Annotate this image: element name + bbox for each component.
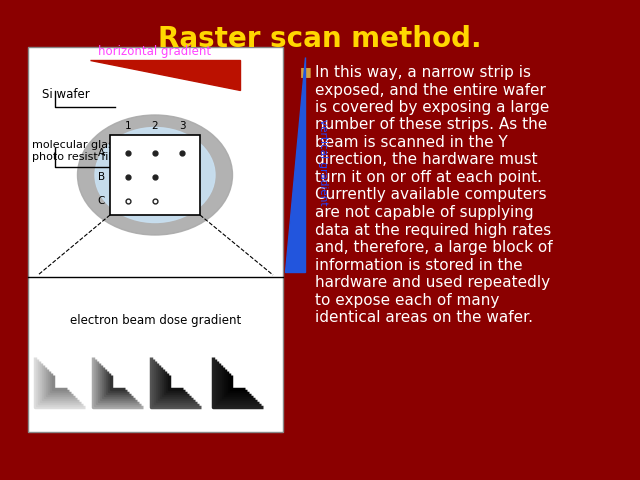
Text: identical areas on the wafer.: identical areas on the wafer. xyxy=(315,310,533,325)
Ellipse shape xyxy=(95,128,215,223)
Text: 2: 2 xyxy=(152,121,158,131)
Text: In this way, a narrow strip is: In this way, a narrow strip is xyxy=(315,65,531,80)
Text: are not capable of supplying: are not capable of supplying xyxy=(315,205,534,220)
Text: B: B xyxy=(98,172,105,182)
Text: Currently available computers: Currently available computers xyxy=(315,188,547,203)
Text: beam is scanned in the Y: beam is scanned in the Y xyxy=(315,135,508,150)
Text: horizontal gradient: horizontal gradient xyxy=(99,45,212,58)
Bar xyxy=(28,47,283,432)
Text: 3: 3 xyxy=(179,121,186,131)
Text: C: C xyxy=(98,196,105,206)
Text: vertical gradient: vertical gradient xyxy=(318,119,328,205)
Text: molecular glass
photo resist film: molecular glass photo resist film xyxy=(32,140,122,162)
Text: ■: ■ xyxy=(300,65,312,78)
Text: number of these strips. As the: number of these strips. As the xyxy=(315,118,547,132)
Text: to expose each of many: to expose each of many xyxy=(315,292,499,308)
Ellipse shape xyxy=(77,115,232,235)
Text: Si wafer: Si wafer xyxy=(42,88,90,101)
Bar xyxy=(110,135,200,215)
Text: is covered by exposing a large: is covered by exposing a large xyxy=(315,100,549,115)
Text: and, therefore, a large block of: and, therefore, a large block of xyxy=(315,240,552,255)
Text: electron beam dose gradient: electron beam dose gradient xyxy=(70,314,241,327)
Text: A: A xyxy=(98,148,105,158)
Text: exposed, and the entire wafer: exposed, and the entire wafer xyxy=(315,83,546,97)
Text: information is stored in the: information is stored in the xyxy=(315,257,523,273)
Polygon shape xyxy=(90,60,240,90)
Text: direction, the hardware must: direction, the hardware must xyxy=(315,153,538,168)
Text: turn it on or off at each point.: turn it on or off at each point. xyxy=(315,170,542,185)
Polygon shape xyxy=(285,57,305,272)
Text: 1: 1 xyxy=(125,121,131,131)
Text: Raster scan method.: Raster scan method. xyxy=(158,25,482,53)
Text: hardware and used repeatedly: hardware and used repeatedly xyxy=(315,275,550,290)
Text: data at the required high rates: data at the required high rates xyxy=(315,223,551,238)
